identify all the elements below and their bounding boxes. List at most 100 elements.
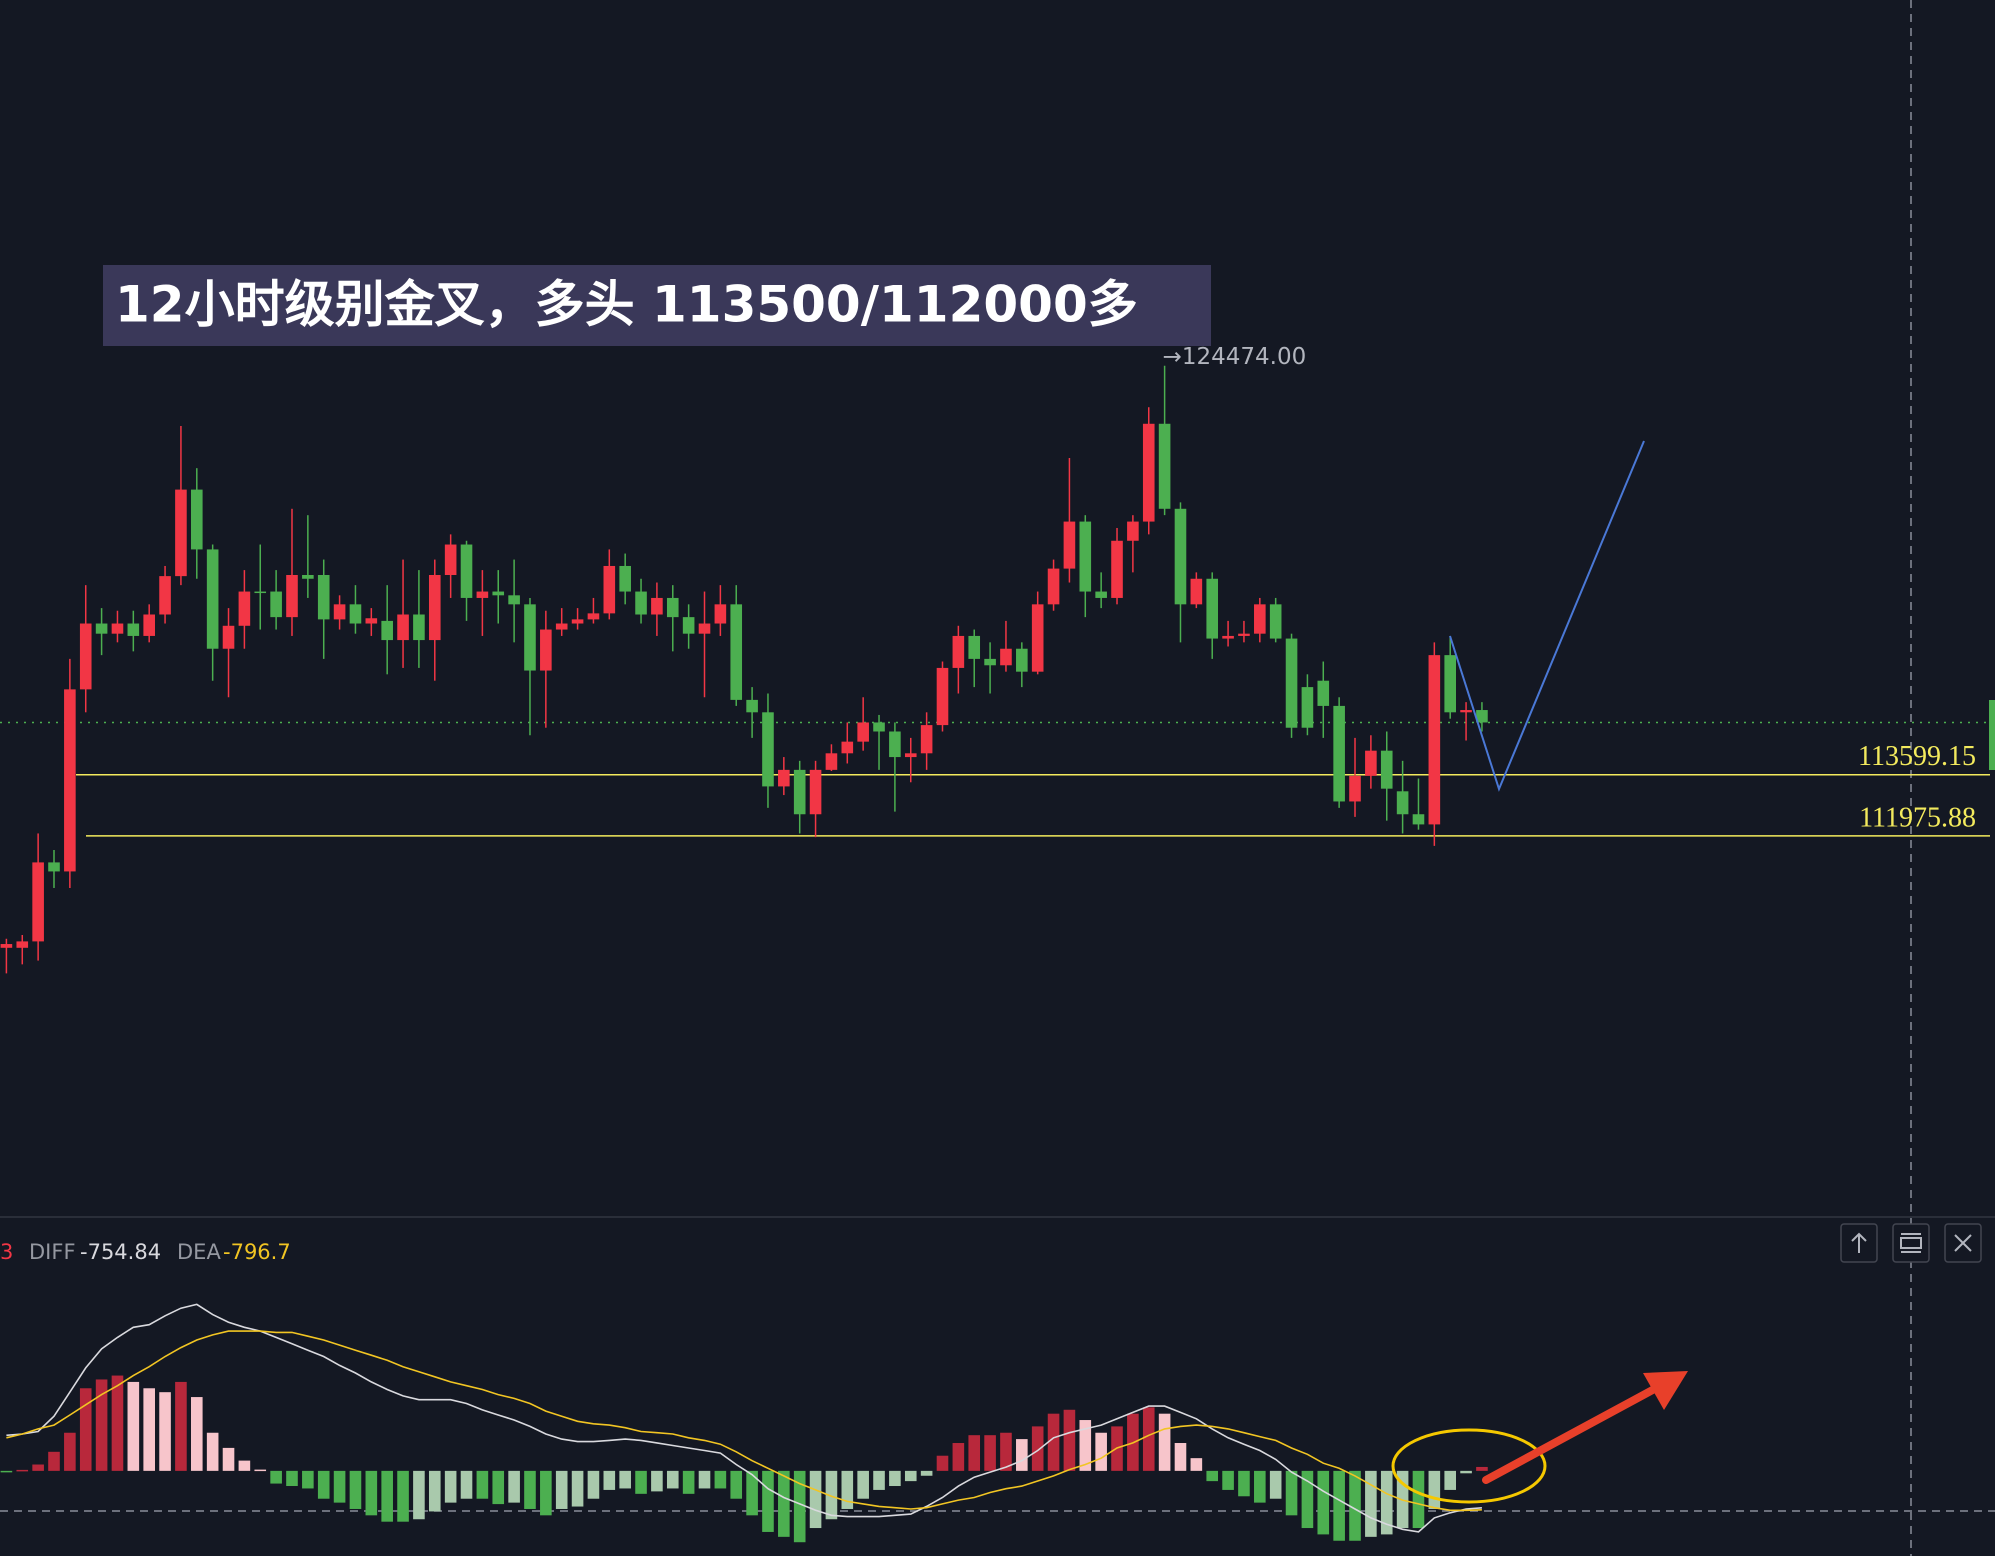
candle-body (333, 604, 346, 620)
close-icon (1954, 1234, 1972, 1252)
candle-body (238, 591, 251, 626)
histogram-bar (222, 1447, 235, 1471)
candle-body (190, 489, 203, 550)
pane-button[interactable] (1892, 1223, 1930, 1263)
candle-body (159, 576, 171, 615)
histogram-bar (809, 1470, 822, 1529)
histogram-bar (793, 1470, 806, 1543)
candle-body (79, 623, 92, 690)
candle-body (1190, 578, 1203, 605)
candle-body (1380, 750, 1393, 789)
candle-body (508, 595, 520, 605)
histogram-bar (1031, 1426, 1044, 1471)
histogram-bar (920, 1470, 933, 1476)
candle-body (825, 753, 838, 770)
histogram-bar (127, 1381, 140, 1471)
histogram-bar (1269, 1470, 1282, 1499)
histogram-bar (666, 1470, 679, 1489)
histogram-bar (111, 1375, 124, 1471)
candle-body (524, 604, 536, 671)
pane-button[interactable] (1944, 1223, 1982, 1263)
candle-body (1031, 604, 1044, 672)
candle-body (428, 574, 441, 641)
histogram-bar (571, 1470, 584, 1507)
histogram-bar (428, 1470, 441, 1512)
histogram-bar (714, 1470, 727, 1489)
candle-body (793, 769, 806, 815)
histogram-bar (841, 1470, 854, 1509)
candle-body (397, 614, 409, 641)
candle-body (206, 549, 219, 649)
histogram-bar (1142, 1407, 1155, 1471)
histogram-bar (508, 1470, 520, 1503)
legend-name: DIFF (29, 1240, 76, 1264)
button-frame[interactable] (1892, 1223, 1930, 1263)
candle-body (841, 741, 854, 754)
candle-body (555, 623, 568, 630)
candle-body (1412, 814, 1425, 825)
price-pane: 113599.15 111975.88 →124474.00 (0, 344, 1995, 974)
histogram-bar (762, 1470, 774, 1532)
candle-body (1365, 750, 1377, 776)
candle-body (936, 667, 949, 726)
candle-body (222, 625, 235, 649)
histogram-bar (32, 1464, 44, 1471)
candle-body (1047, 568, 1060, 605)
histogram-bar (476, 1470, 489, 1499)
histogram-bar (143, 1388, 155, 1471)
candle-body (95, 623, 108, 634)
candle-body (571, 619, 584, 624)
candle-body (809, 769, 822, 815)
histogram-bar (698, 1470, 711, 1489)
histogram-bar (1476, 1466, 1488, 1471)
histogram-bar (1301, 1470, 1314, 1529)
candle-body (778, 769, 790, 787)
histogram-bar (1349, 1470, 1361, 1541)
histogram-bar (175, 1381, 187, 1471)
legend-value: -754.84 (80, 1240, 161, 1264)
candle-body (587, 613, 600, 620)
candle-body (175, 489, 187, 577)
histogram-bar (857, 1470, 869, 1499)
candle-body (666, 597, 679, 618)
histogram-bar (444, 1470, 457, 1503)
histogram-bar (1380, 1470, 1393, 1535)
candle-body (952, 635, 965, 668)
histogram-bar (95, 1379, 108, 1471)
histogram-bar (48, 1451, 60, 1471)
histogram-bar (1190, 1458, 1203, 1471)
candle-body (444, 544, 457, 575)
histogram-bar (1063, 1409, 1076, 1471)
candle-body (476, 591, 489, 598)
pane-button[interactable] (1840, 1223, 1878, 1263)
histogram-bar (79, 1388, 92, 1471)
candle-body (1476, 710, 1488, 723)
candle-body (1301, 687, 1314, 728)
histogram-bar (651, 1470, 663, 1492)
candle-body (1428, 655, 1441, 825)
candle-body (143, 614, 155, 636)
histogram-bar (1238, 1470, 1250, 1497)
histogram-bar (317, 1470, 330, 1499)
histogram-bar (619, 1470, 631, 1489)
indicator-line (6, 1303, 1482, 1533)
candle-body (0, 944, 13, 948)
histogram-bar (778, 1470, 790, 1537)
histogram-bar (904, 1470, 917, 1482)
histogram-bar (16, 1469, 29, 1472)
histogram-bar (1444, 1470, 1457, 1490)
candle-body (968, 635, 981, 659)
histogram-bar (1333, 1470, 1345, 1541)
price-scale-marker (1989, 700, 1995, 770)
candle-body (32, 862, 44, 942)
candle-body (1095, 591, 1107, 598)
candle-body (1222, 635, 1234, 639)
histogram-bar (190, 1397, 203, 1471)
histogram-bar (159, 1392, 171, 1471)
histogram-bar (333, 1470, 346, 1503)
macd-pane (0, 1303, 1488, 1543)
annotation-box (103, 265, 1211, 346)
candle-body (1142, 423, 1155, 522)
